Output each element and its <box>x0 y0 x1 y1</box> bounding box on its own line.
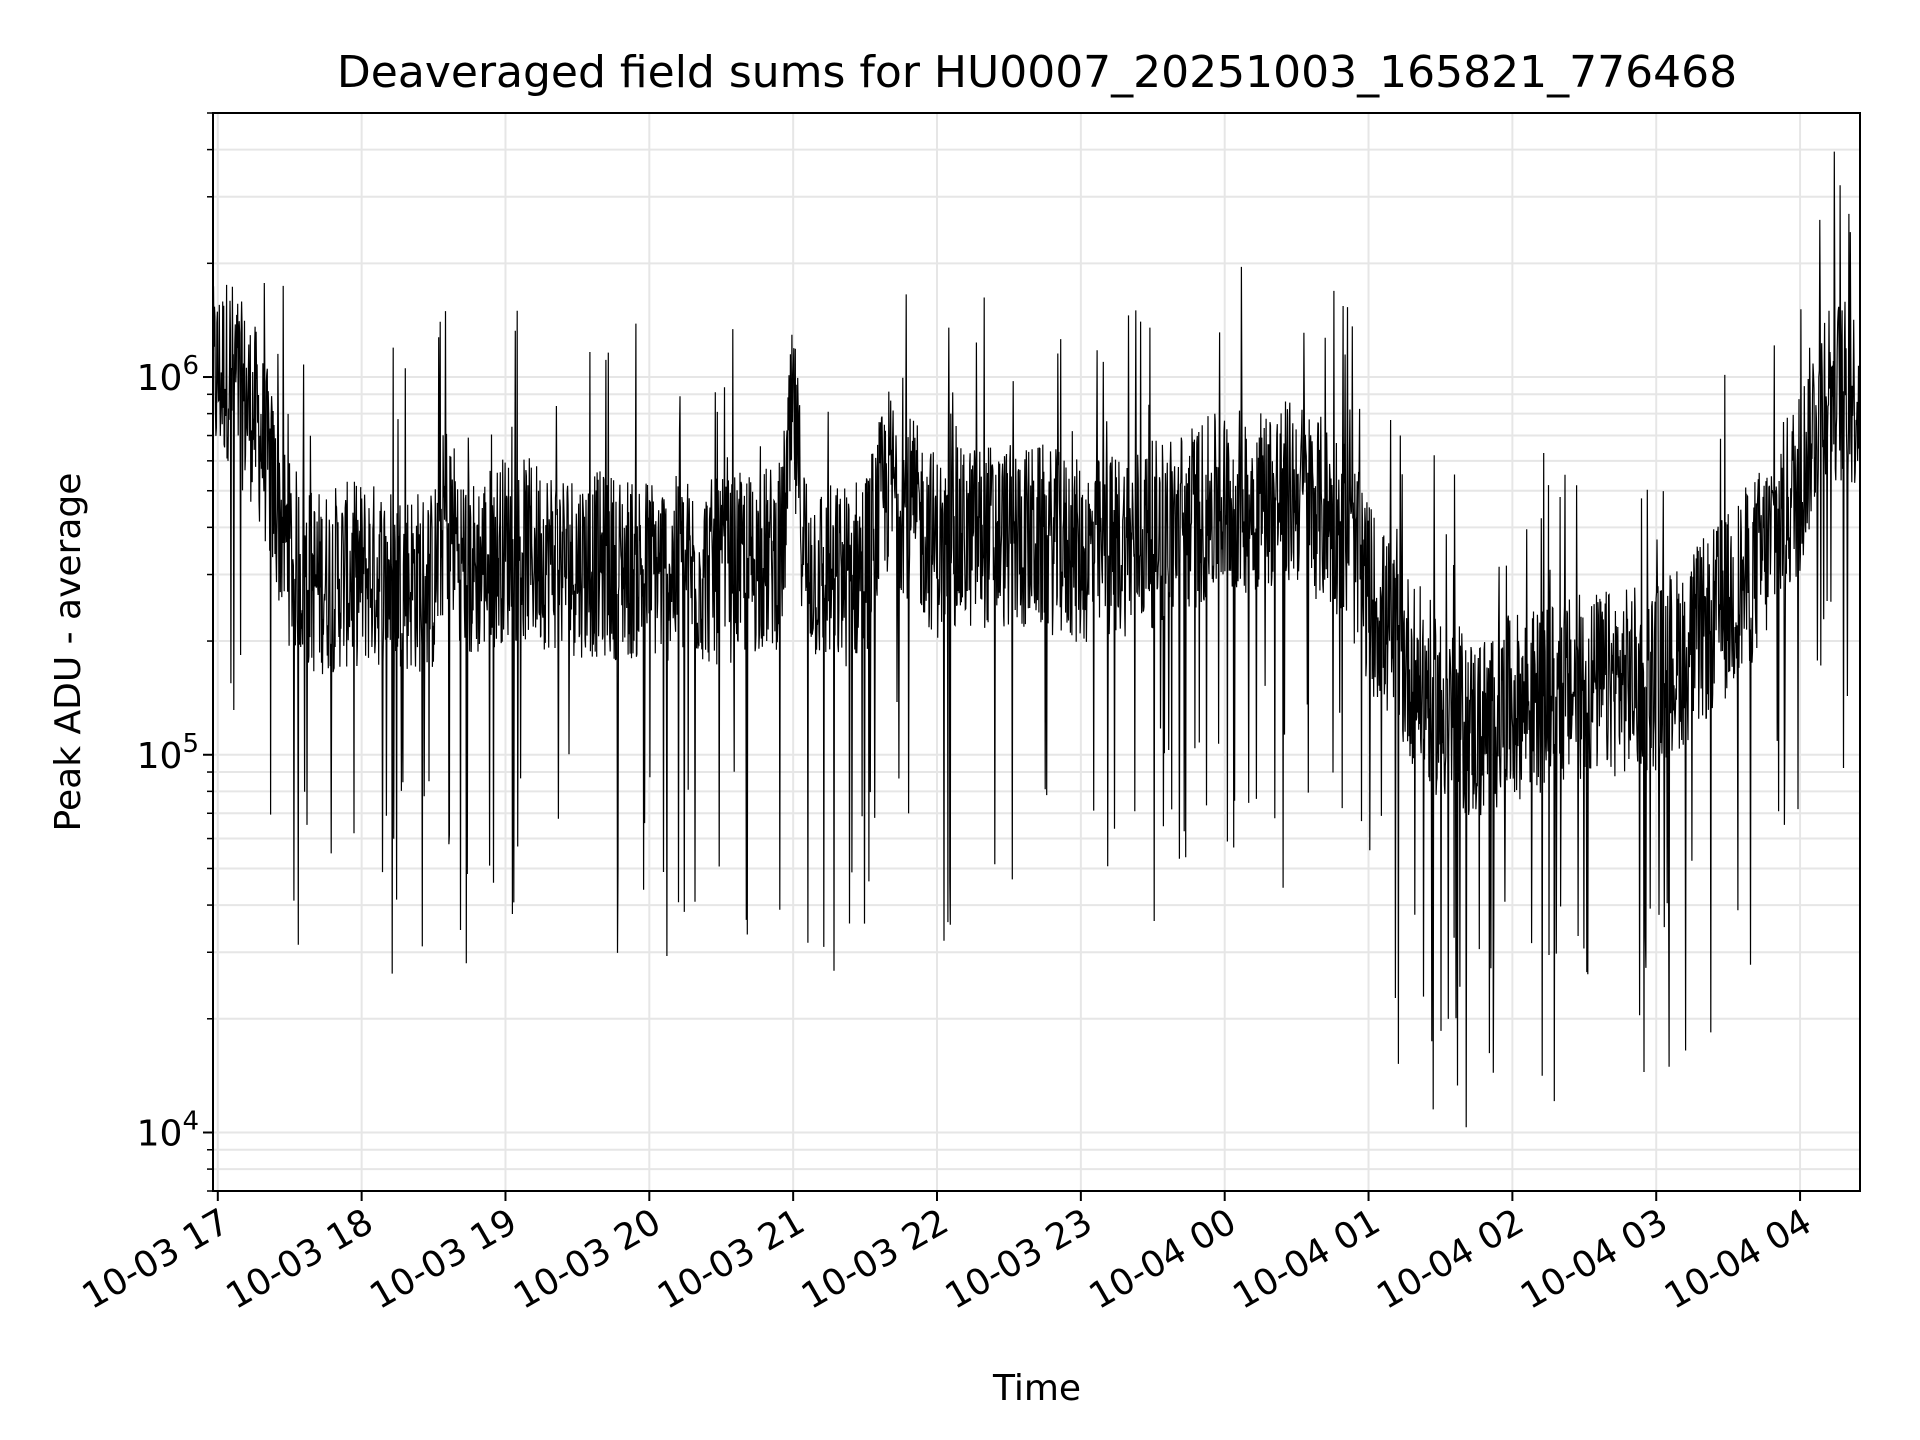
x-tick-label: 10-03 21 <box>651 1201 812 1317</box>
y-axis-title: Peak ADU - average <box>48 473 89 832</box>
x-axis-title: Time <box>992 1368 1081 1409</box>
x-tick-label: 10-04 01 <box>1226 1201 1387 1317</box>
x-tick-label: 10-03 17 <box>76 1201 237 1317</box>
x-tick-label: 10-04 03 <box>1514 1201 1675 1317</box>
x-tick-label: 10-03 19 <box>363 1201 524 1317</box>
plot-frame <box>212 112 1861 1192</box>
x-tick-label: 10-03 18 <box>219 1201 380 1317</box>
x-tick-label: 10-03 20 <box>507 1201 668 1317</box>
x-tick-label: 10-04 04 <box>1658 1201 1819 1317</box>
y-tick-label: 106 <box>137 351 199 399</box>
x-tick-label: 10-04 00 <box>1083 1201 1244 1317</box>
x-tick-label: 10-03 22 <box>795 1201 956 1317</box>
chart-title: Deaveraged field sums for HU0007_2025100… <box>337 47 1737 98</box>
series-path <box>212 151 1861 1128</box>
x-tick-label: 10-04 02 <box>1370 1201 1531 1317</box>
y-tick-label: 105 <box>137 729 199 777</box>
y-tick-label: 104 <box>137 1106 199 1154</box>
series-line <box>212 151 1861 1128</box>
y-axis: 104 105 106 <box>137 112 213 1192</box>
x-tick-label: 10-03 23 <box>939 1201 1100 1317</box>
